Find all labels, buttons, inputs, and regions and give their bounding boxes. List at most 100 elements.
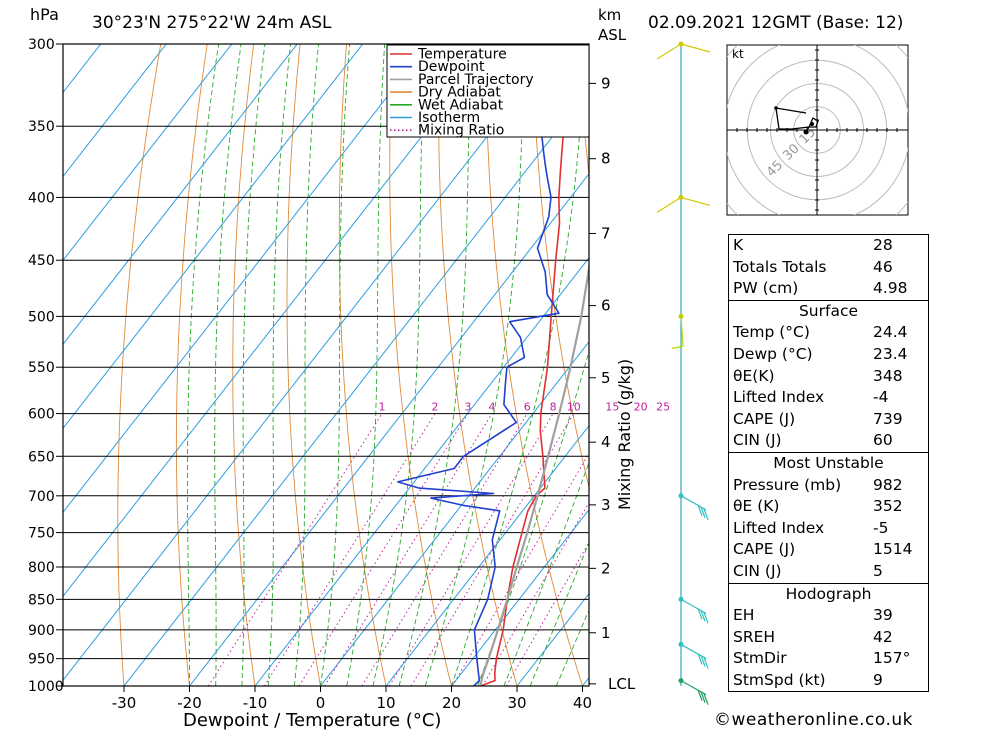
height-tick-label: 5 [601,369,611,387]
index-row: Dewp (°C) 23.4 [729,344,928,366]
mixing-ratio-line [410,413,575,686]
index-label: CIN (J) [733,561,782,580]
wet-adiabat-line [503,461,589,686]
index-value: 352 [873,497,903,516]
wet-adiabat-line [555,609,589,686]
wind-barb-shaft [656,196,682,213]
index-value: 982 [873,475,903,494]
dry-adiabat-line [175,44,208,686]
dry-adiabat-line [578,44,589,180]
isotherm-line [123,89,589,686]
mixing-ratio-line [388,413,554,686]
dry-adiabat-line [389,44,452,686]
dry-adiabat-line [232,44,256,686]
wind-barb-flag [703,657,709,669]
index-row: Lifted Index -5 [729,518,928,540]
hodograph-unit: kt [732,47,744,61]
km-unit-label: km [598,6,621,24]
pressure-tick-label: 950 [28,652,55,668]
pressure-tick-label: 650 [28,449,55,465]
wind-barb-shaft [680,196,711,206]
temperature-tick-label: 10 [376,694,395,712]
mixing-ratio-tick-label: 20 [634,401,648,414]
index-label: StmDir [733,649,787,668]
wind-barb-flag [700,610,706,622]
index-value: 9 [873,670,883,689]
temperature-tick-label: 30 [507,694,526,712]
legend-label: Dewpoint [418,59,485,75]
isotherm-line [385,424,589,686]
index-value: -5 [873,518,889,537]
isobar-lines [63,43,589,687]
wind-barb-shaft [680,598,707,614]
wet-adiabat-line [424,44,525,686]
wind-barb-flag [700,691,706,703]
pressure-tick-label: 550 [28,360,55,376]
wet-adiabat-line [241,44,266,686]
index-value: 39 [873,606,893,625]
mixing-ratio-tick-label: 2 [432,401,439,414]
height-tick-label: 6 [601,297,611,315]
height-tick-label: 8 [601,150,611,168]
pressure-tick-label: 750 [28,526,55,542]
index-value: 4.98 [873,279,908,298]
wet-adiabat-line [398,44,472,686]
isotherm-line [63,44,429,514]
index-label: Temp (°C) [733,323,810,342]
wind-barb [678,596,709,624]
legend-label: Mixing Ratio [418,123,504,139]
pressure-tick-label: 700 [28,489,55,505]
wet-adiabat-line [346,44,386,686]
surface-section: Surface Temp (°C) 24.4 Dewp (°C) 23.4 θE(K) 3… [729,299,928,452]
dry-adiabat-line [992,26,1000,686]
index-row: Temp (°C) 24.4 [729,322,928,344]
credit-link[interactable]: ©weatheronline.co.uk [714,710,914,730]
wind-barb-shaft [680,495,707,511]
pressure-tick-label: 800 [28,560,55,576]
index-value: 348 [873,366,903,385]
wind-barb-flag [697,608,703,620]
wind-barb-flag [703,693,709,705]
index-label: θE (K) [733,497,780,516]
wind-barb-shaft [680,680,707,696]
dry-adiabat-line [117,44,162,686]
temperature-tick-label: 0 [316,694,326,712]
index-label: Dewp (°C) [733,344,813,363]
isotherm-line [63,44,495,598]
index-row: CIN (J) 5 [729,561,928,583]
index-label: PW (cm) [733,279,799,298]
index-row: StmSpd (kt) 9 [729,670,928,692]
pressure-tick-label: 850 [28,592,55,608]
isotherm-line [63,44,364,430]
index-row: K 28 [729,235,928,257]
mixing-ratio-tick-label: 3 [464,401,471,414]
plot-frame [62,43,590,687]
wet-adiabat-line [214,44,242,686]
height-tick-label: 4 [601,433,611,451]
index-value: 60 [873,431,893,450]
height-tick-label: 1 [601,624,611,642]
x-axis-label: Dewpoint / Temperature (°C) [183,710,441,731]
most-unstable-section: Most Unstable Pressure (mb) 982 θE (K) 352 L… [729,451,928,583]
index-label: Totals Totals [733,257,827,276]
index-label: θE(K) [733,366,775,385]
isotherm-line [63,44,167,178]
wind-barb [656,194,711,213]
mixing-ratio-tick-label: 1 [378,401,385,414]
wet-adiabat-line [186,44,220,686]
mixing-ratio-line [505,541,589,686]
index-label: Lifted Index [733,388,825,407]
mixing-ratio-line [481,501,589,686]
isotherm-line [63,44,233,262]
temperature-tick-label: -20 [177,694,202,712]
legend-label: Parcel Trajectory [418,72,534,88]
sounding-profiles [397,44,589,686]
mixing-ratio-tick-label: 15 [605,401,619,414]
index-row: CAPE (J) 739 [729,409,928,431]
mixing-ratio-tick-label: 4 [488,401,495,414]
wind-barb-flag [700,655,706,667]
index-value: 46 [873,257,893,276]
legend-label: Dry Adiabat [418,85,501,101]
index-value: 28 [873,236,893,254]
mixing-ratio-tick-label: 8 [550,401,557,414]
